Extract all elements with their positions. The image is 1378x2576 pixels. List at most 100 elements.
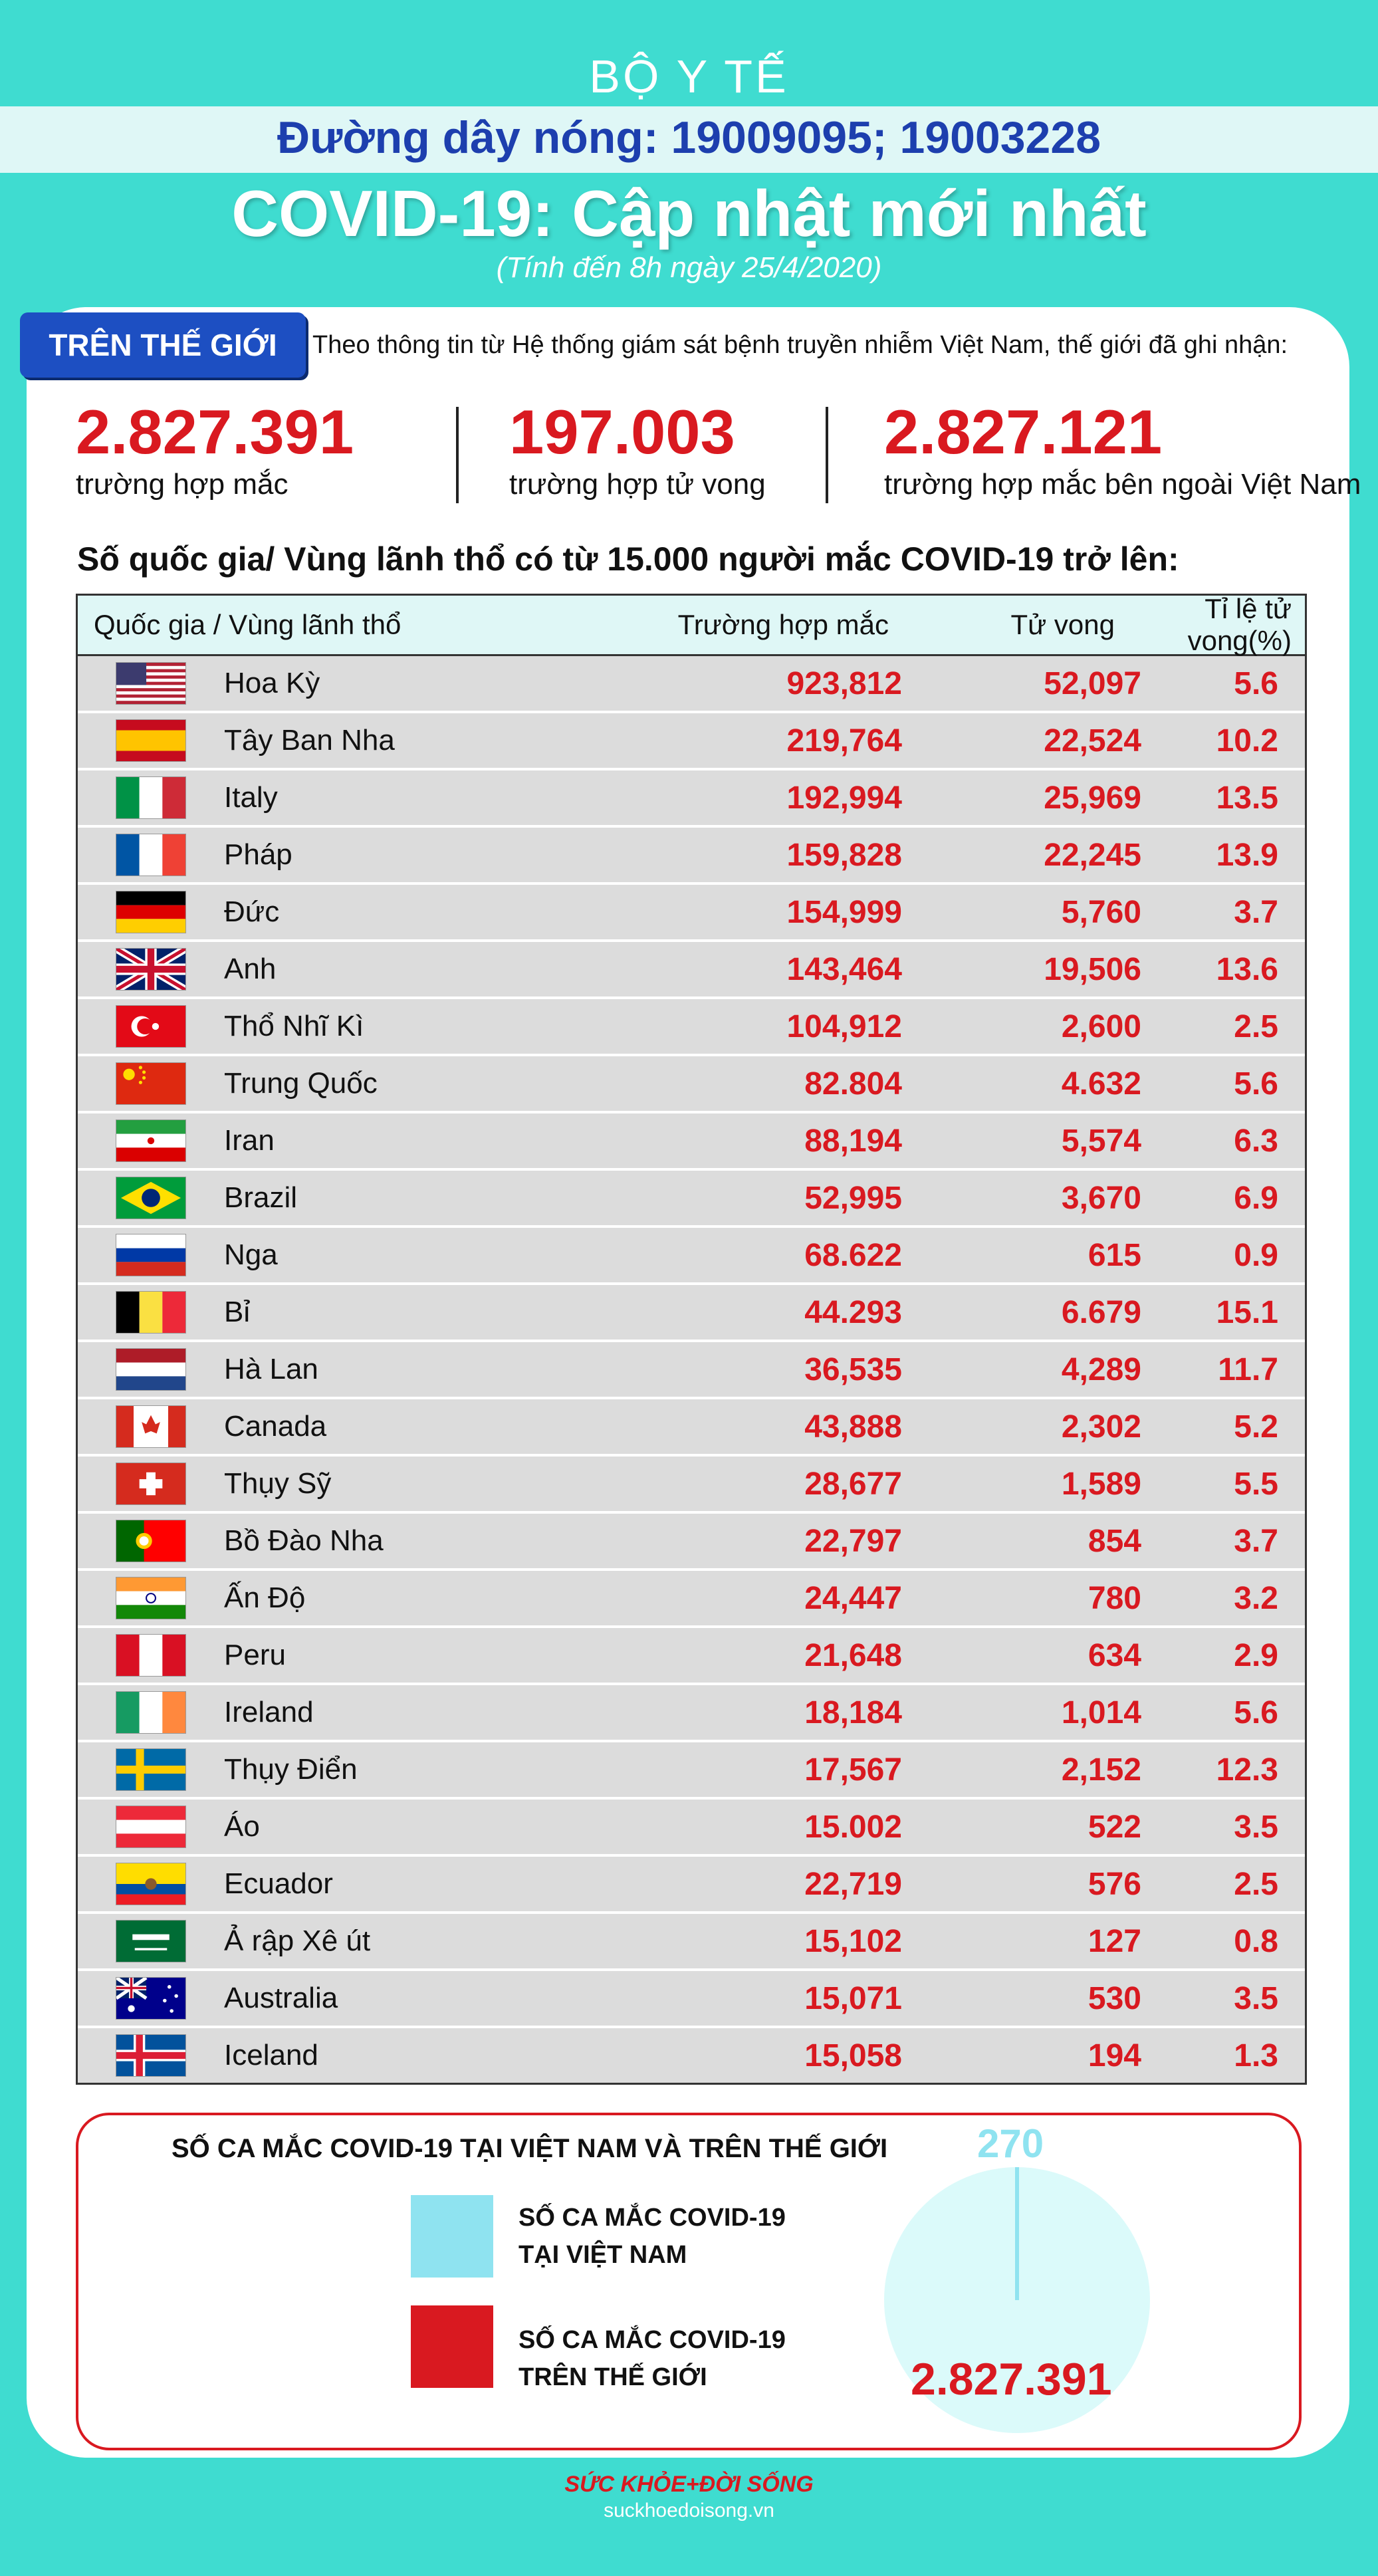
deaths-value: 127 bbox=[1088, 1923, 1141, 1959]
country-name: Italy bbox=[224, 781, 278, 814]
cases-value: 104,912 bbox=[786, 1008, 902, 1044]
country-name: Brazil bbox=[224, 1181, 298, 1214]
flag-china-icon bbox=[116, 1062, 186, 1105]
table-row: Iran 88,194 5,574 6.3 bbox=[78, 1111, 1305, 1168]
rate-value: 5.6 bbox=[1234, 1695, 1278, 1730]
table-row: Australia 15,071 530 3.5 bbox=[78, 1968, 1305, 2026]
stat-label: trường hợp mắc bbox=[76, 468, 288, 501]
cases-value: 159,828 bbox=[786, 837, 902, 873]
flag-iran-icon bbox=[116, 1119, 186, 1162]
cases-value: 15.002 bbox=[804, 1809, 902, 1845]
table-row: Đức 154,999 5,760 3.7 bbox=[78, 882, 1305, 939]
flag-russia-icon bbox=[116, 1234, 186, 1276]
country-name: Tây Ban Nha bbox=[224, 724, 395, 757]
country-name: Anh bbox=[224, 953, 277, 985]
stat-total-cases: 2.827.391 trường hợp mắc bbox=[76, 396, 354, 501]
rate-value: 2.9 bbox=[1234, 1637, 1278, 1673]
hotline-band bbox=[0, 106, 1378, 173]
cases-value: 22,797 bbox=[804, 1523, 902, 1559]
cases-value: 923,812 bbox=[786, 665, 902, 701]
rate-value: 3.7 bbox=[1234, 894, 1278, 930]
deaths-value: 3,670 bbox=[1061, 1180, 1141, 1216]
flag-cell bbox=[78, 1520, 224, 1562]
rate-value: 0.8 bbox=[1234, 1923, 1278, 1959]
cases-value: 82.804 bbox=[804, 1066, 902, 1102]
column-header-country: Quốc gia / Vùng lãnh thổ bbox=[94, 609, 402, 640]
rate-value: 3.5 bbox=[1234, 1809, 1278, 1845]
country-name: Ecuador bbox=[224, 1867, 333, 1900]
deaths-value: 780 bbox=[1088, 1580, 1141, 1616]
legend-line: SỐ CA MẮC COVID-19 bbox=[518, 2326, 786, 2354]
legend-label-vietnam: SỐ CA MẮC COVID-19 TẠI VIỆT NAM bbox=[518, 2199, 786, 2274]
table-heading: Số quốc gia/ Vùng lãnh thổ có từ 15.000 … bbox=[77, 540, 1179, 578]
flag-italy-icon bbox=[116, 776, 186, 819]
rate-value: 15.1 bbox=[1216, 1294, 1278, 1330]
flag-spain-icon bbox=[116, 719, 186, 762]
deaths-value: 2,152 bbox=[1061, 1752, 1141, 1788]
rate-value: 6.3 bbox=[1234, 1123, 1278, 1159]
brand-logo: SỨC KHỎE+ĐỜI SỐNG bbox=[564, 2472, 814, 2497]
flag-cell bbox=[78, 834, 224, 876]
table-row: Bỉ 44.293 6.679 15.1 bbox=[78, 1282, 1305, 1340]
update-time: (Tính đến 8h ngày 25/4/2020) bbox=[496, 251, 882, 284]
flag-cell bbox=[78, 1234, 224, 1276]
stat-value: 197.003 bbox=[509, 397, 735, 467]
flag-cell bbox=[78, 1463, 224, 1505]
flag-india-icon bbox=[116, 1577, 186, 1619]
stat-cases-outside-vn: 2.827.121 trường hợp mắc bên ngoài Việt … bbox=[884, 396, 1361, 501]
cases-value: 17,567 bbox=[804, 1752, 902, 1788]
rate-value: 2.5 bbox=[1234, 1866, 1278, 1902]
stat-total-deaths: 197.003 trường hợp tử vong bbox=[509, 396, 766, 501]
table-row: Italy 192,994 25,969 13.5 bbox=[78, 768, 1305, 825]
table-row: Thụy Điển 17,567 2,152 12.3 bbox=[78, 1740, 1305, 1797]
deaths-value: 5,760 bbox=[1061, 894, 1141, 930]
flag-usa-icon bbox=[116, 662, 186, 705]
deaths-value: 2,600 bbox=[1061, 1008, 1141, 1044]
legend-line: TẠI VIỆT NAM bbox=[518, 2241, 687, 2269]
flag-sweden-icon bbox=[116, 1748, 186, 1791]
flag-cell bbox=[78, 1577, 224, 1619]
deaths-value: 522 bbox=[1088, 1809, 1141, 1845]
table-row: Áo 15.002 522 3.5 bbox=[78, 1797, 1305, 1854]
flag-cell bbox=[78, 1806, 224, 1848]
country-name: Hà Lan bbox=[224, 1353, 318, 1385]
flag-cell bbox=[78, 1405, 224, 1448]
deaths-value: 194 bbox=[1088, 2038, 1141, 2073]
cases-value: 43,888 bbox=[804, 1409, 902, 1445]
rate-value: 13.5 bbox=[1216, 780, 1278, 816]
cases-value: 18,184 bbox=[804, 1695, 902, 1730]
deaths-value: 854 bbox=[1088, 1523, 1141, 1559]
legend-line: TRÊN THẾ GIỚI bbox=[518, 2363, 707, 2391]
rate-value: 13.6 bbox=[1216, 951, 1278, 987]
rate-value: 5.2 bbox=[1234, 1409, 1278, 1445]
table-body: Hoa Kỳ 923,812 52,097 5.6 Tây Ban Nha 219,764… bbox=[78, 656, 1305, 2083]
table-row: Tây Ban Nha 219,764 22,524 10.2 bbox=[78, 711, 1305, 768]
table-row: Brazil 52,995 3,670 6.9 bbox=[78, 1168, 1305, 1225]
country-name: Canada bbox=[224, 1410, 327, 1443]
deaths-value: 634 bbox=[1088, 1637, 1141, 1673]
cases-value: 154,999 bbox=[786, 894, 902, 930]
rate-value: 0.9 bbox=[1234, 1237, 1278, 1273]
country-name: Iran bbox=[224, 1124, 275, 1157]
table-row: Hà Lan 36,535 4,289 11.7 bbox=[78, 1340, 1305, 1397]
stat-divider bbox=[456, 407, 459, 503]
rate-value: 5.5 bbox=[1234, 1466, 1278, 1502]
flag-cell bbox=[78, 1119, 224, 1162]
flag-cell bbox=[78, 1920, 224, 1962]
cases-value: 44.293 bbox=[804, 1294, 902, 1330]
legend-label-world: SỐ CA MẮC COVID-19 TRÊN THẾ GIỚI bbox=[518, 2321, 786, 2396]
org-name: BỘ Y TẾ bbox=[589, 51, 789, 102]
rate-value: 1.3 bbox=[1234, 2038, 1278, 2073]
rate-value: 10.2 bbox=[1216, 723, 1278, 759]
table-row: Ả rập Xê út 15,102 127 0.8 bbox=[78, 1911, 1305, 1968]
cases-value: 28,677 bbox=[804, 1466, 902, 1502]
country-name: Pháp bbox=[224, 838, 292, 871]
country-table: Quốc gia / Vùng lãnh thổ Trường hợp mắc … bbox=[76, 593, 1307, 2085]
table-row: Ecuador 22,719 576 2.5 bbox=[78, 1854, 1305, 1911]
flag-cell bbox=[78, 1863, 224, 1905]
flag-cell bbox=[78, 1291, 224, 1334]
cases-value: 15,102 bbox=[804, 1923, 902, 1959]
flag-cell bbox=[78, 1062, 224, 1105]
hotline: Đường dây nóng: 19009095; 19003228 bbox=[277, 112, 1101, 163]
rate-value: 5.6 bbox=[1234, 1066, 1278, 1102]
